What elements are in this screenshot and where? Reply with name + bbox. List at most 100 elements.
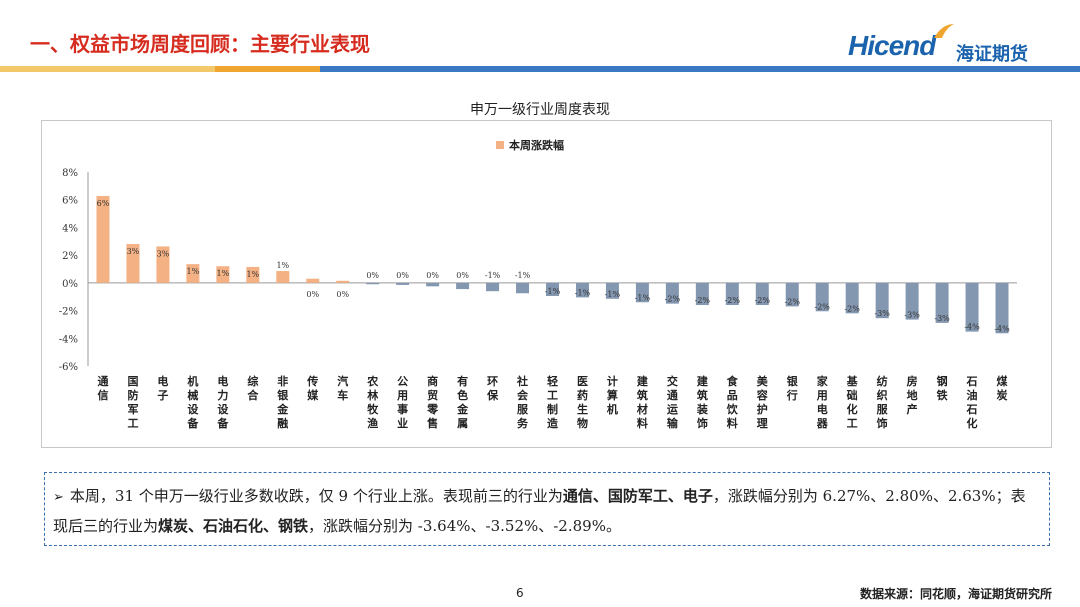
bar <box>306 278 320 283</box>
chart-frame: 本周涨跌幅 8% 6% 4% 2% 0% -2% -4% -6% 6% 通信 3% 国防军工 3% 电子 1%… <box>41 120 1052 448</box>
category-label: 交通运输 <box>667 374 679 430</box>
bar <box>426 282 440 287</box>
data-label: 0% <box>336 290 349 299</box>
bar <box>875 282 889 319</box>
category-label: 环保 <box>486 375 499 402</box>
data-label: 3% <box>127 247 140 256</box>
summary-top3: 通信、国防军工、电子 <box>562 487 713 505</box>
data-label: -2% <box>844 304 860 313</box>
data-label: -3% <box>904 311 920 320</box>
category-label: 医药生物 <box>577 375 588 430</box>
y-tick-label: 8% <box>62 168 78 179</box>
category-label: 家用电器 <box>816 374 829 430</box>
category-label: 农林牧渔 <box>366 374 379 430</box>
category-label: 煤炭 <box>997 374 1009 402</box>
legend-swatch <box>496 141 504 149</box>
y-tick-label: -4% <box>59 334 78 345</box>
category-label: 轻工制造 <box>547 374 559 430</box>
legend-label: 本周涨跌幅 <box>509 138 564 152</box>
summary-bottom3: 煤炭、石油石化、钢铁 <box>158 517 309 535</box>
bar <box>216 266 230 283</box>
data-label: 0% <box>456 271 469 280</box>
bar <box>635 282 649 303</box>
summary-text: ➢ 本周，31 个申万一级行业多数收跌，仅 9 个行业上涨。表现前三的行业为通信、… <box>53 482 1039 541</box>
data-label: -2% <box>665 295 681 304</box>
data-label: 0% <box>396 271 409 280</box>
category-label: 基础化工 <box>846 374 859 430</box>
category-label: 汽车 <box>337 374 348 402</box>
header-stripe-orange <box>215 66 320 72</box>
industry-bar-chart: 本周涨跌幅 8% 6% 4% 2% 0% -2% -4% -6% 6% 通信 3% 国防军工 3% 电子 1%… <box>59 138 1017 430</box>
category-label: 机械设备 <box>186 374 199 430</box>
bar <box>665 282 679 304</box>
y-tick-label: 6% <box>62 196 78 207</box>
data-label: -1% <box>545 287 561 296</box>
bar <box>695 282 709 306</box>
bar <box>276 271 290 283</box>
chart-title: 申万一级行业周度表现 <box>470 102 610 118</box>
bar <box>246 266 260 283</box>
data-label: -1% <box>485 271 501 280</box>
bar <box>575 282 589 298</box>
bar <box>336 280 350 283</box>
data-label: 0% <box>426 271 439 280</box>
category-label: 传媒 <box>306 374 319 402</box>
company-logo: Hicend 海证期货 <box>848 24 1048 66</box>
data-label: 1% <box>276 261 289 270</box>
bar <box>905 282 919 320</box>
data-label: -4% <box>964 323 980 332</box>
data-label: -4% <box>994 324 1010 333</box>
bar <box>845 282 859 314</box>
bar <box>456 282 470 290</box>
category-label: 社会服务 <box>516 374 529 430</box>
bar <box>995 282 1009 334</box>
bar <box>965 282 979 332</box>
logo-text-en: Hicend <box>848 30 936 61</box>
category-label: 非银金融 <box>276 374 289 430</box>
bar <box>755 282 769 306</box>
summary-note: ➢ 本周，31 个申万一级行业多数收跌，仅 9 个行业上涨。表现前三的行业为通信、… <box>44 472 1050 546</box>
bar <box>725 282 739 306</box>
category-label: 计算机 <box>606 374 618 416</box>
bar <box>546 282 559 297</box>
y-tick-label: 2% <box>62 251 78 262</box>
data-label: 1% <box>187 267 200 276</box>
bar <box>516 282 530 294</box>
bar <box>126 244 140 283</box>
data-source: 数据来源：同花顺，海证期货研究所 <box>859 587 1052 601</box>
data-label: 1% <box>246 270 259 279</box>
data-label: 6% <box>97 199 110 208</box>
logo-swoosh-icon <box>934 24 954 38</box>
category-label: 美容护理 <box>756 374 769 430</box>
y-tick-label: -2% <box>59 307 78 318</box>
bar <box>156 246 170 283</box>
bar <box>486 282 500 292</box>
data-label: -2% <box>695 296 711 305</box>
category-label: 钢铁 <box>937 374 948 402</box>
page-number: 6 <box>516 586 524 600</box>
category-label: 电力设备 <box>216 374 229 430</box>
summary-part1: 本周，31 个申万一级行业多数收跌，仅 9 个行业上涨。表现前三的行业为 <box>69 487 563 505</box>
y-tick-label: 4% <box>62 223 78 234</box>
y-tick-label: 0% <box>62 279 78 290</box>
bar <box>396 282 410 285</box>
bar <box>366 282 380 285</box>
arrow-bullet-icon: ➢ <box>53 490 64 505</box>
category-label: 石油石化 <box>966 375 978 430</box>
category-label: 银行 <box>786 374 799 402</box>
header-stripe-yellow <box>0 66 215 72</box>
data-label: -1% <box>515 271 531 280</box>
category-label: 国防军工 <box>127 375 138 430</box>
data-label: -3% <box>874 309 890 318</box>
data-label: -1% <box>635 293 651 302</box>
data-label: 3% <box>157 249 170 258</box>
data-label: -2% <box>785 297 801 306</box>
data-label: -3% <box>934 314 950 323</box>
data-label: 0% <box>306 290 319 299</box>
category-label: 通信 <box>97 375 108 402</box>
data-label: -2% <box>725 296 741 305</box>
data-label: -1% <box>575 288 591 297</box>
category-label: 综合 <box>247 374 259 402</box>
category-label: 商贸零售 <box>426 374 439 430</box>
category-label: 建筑装饰 <box>696 374 709 430</box>
